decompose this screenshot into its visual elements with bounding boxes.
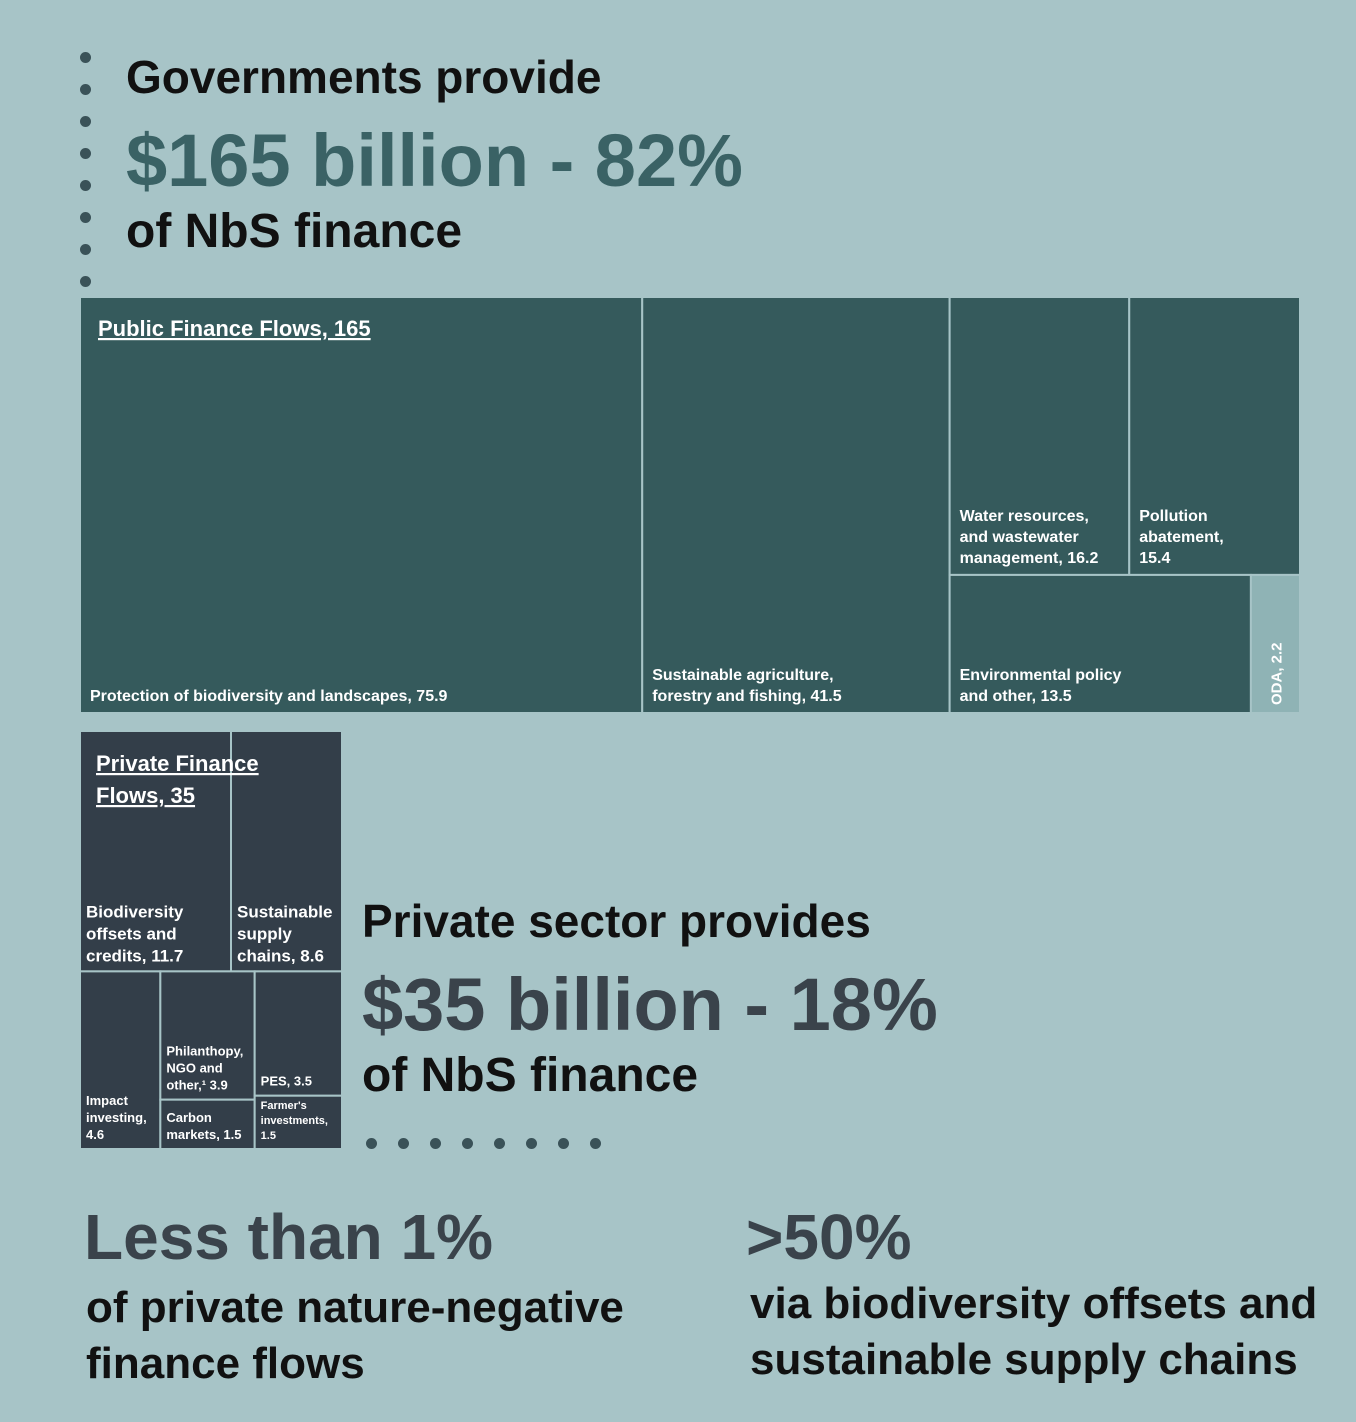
vertical-dotted-divider [80,52,92,292]
divider-dot [366,1138,377,1149]
treemap-cell-biodiversity-offsets-and-credits [79,730,233,973]
treemap-label-pollution-abatement: Pollution abatement, 15.4 [1139,508,1223,567]
treemap-cell-oda [1249,573,1302,715]
treemap-cell-environmental-policy-and-other [948,573,1252,715]
divider-dot [558,1138,569,1149]
divider-dot [494,1138,505,1149]
bottom-left-line-1: of private nature-negative [86,1283,624,1332]
divider-dot [80,148,91,159]
horizontal-dotted-divider [366,1138,606,1152]
treemap-label-water-resources-and-wastewater-management: Water resources, and wastewater management… [960,508,1099,567]
bottom-right-line-1: via biodiversity offsets and [750,1279,1318,1328]
divider-dot [526,1138,537,1149]
divider-dot [80,180,91,191]
treemap-label-environmental-policy-and-other: Environmental policy and other, 13.5 [960,667,1122,705]
treemap-cell-impact-investing [79,970,162,1150]
divider-dot [80,52,91,63]
divider-dot [80,116,91,127]
treemap-cell-sustainable-supply-chains [230,730,343,973]
treemap-cell-carbon-markets [159,1098,256,1151]
treemap-cell-sustainable-agriculture-forestry-and-fishing [641,296,951,714]
treemap-label-carbon-markets: Carbon markets, 1.5 [166,1110,241,1142]
treemap-label-biodiversity-offsets-and-credits: Biodiversity offsets and credits, 11.7 [86,902,184,965]
treemap-cell-pes [253,970,344,1097]
private-header-lead: Private sector provides [362,895,871,947]
public-finance-flows-title: Public Finance Flows, 165 [98,316,371,341]
treemap-cell-protection-of-biodiversity-and-landscapes [79,296,644,714]
divider-dot [80,244,91,255]
divider-dot [590,1138,601,1149]
divider-dot [398,1138,409,1149]
bottom-right-description: via biodiversity offsets and sustainable… [750,1276,1317,1388]
treemap-label-farmer-s-investments: Farmer's investments, 1.5 [261,1100,328,1142]
bottom-left-stat: Less than 1% [84,1201,494,1273]
bottom-right-line-2: sustainable supply chains [750,1335,1298,1384]
treemap-label-philanthopy-ngo-and-other: Philanthopy, NGO and other,¹ 3.9 [166,1044,243,1093]
treemap-label-sustainable-supply-chains: Sustainable supply chains, 8.6 [237,902,332,965]
treemap-label-protection-of-biodiversity-and-landscapes: Protection of biodiversity and landscape… [90,688,448,705]
public-header-sub: of NbS finance [126,205,463,258]
divider-dot [80,84,91,95]
public-header-lead: Governments provide [126,51,602,103]
bottom-left-description: of private nature-negative finance flows [86,1280,624,1392]
public-header-amount: $165 billion - 82% [126,119,743,202]
divider-dot [80,212,91,223]
treemap-label-impact-investing: Impact investing, 4.6 [86,1093,147,1142]
treemap-label-pes: PES, 3.5 [261,1074,312,1089]
treemap-cell-farmer-s-investments [253,1094,344,1150]
divider-dot [430,1138,441,1149]
private-header-sub: of NbS finance [362,1049,699,1102]
treemap-label-sustainable-agriculture-forestry-and-fishing: Sustainable agriculture, forestry and fis… [652,667,841,705]
divider-dot [80,276,91,287]
private-header-amount: $35 billion - 18% [362,963,938,1046]
bottom-right-stat: >50% [746,1201,912,1273]
treemap-cell-philanthopy-ngo-and-other [159,970,256,1101]
treemap-label-oda: ODA, 2.2 [1268,642,1285,705]
divider-dot [462,1138,473,1149]
private-finance-flows-title: Private Finance Flows, 35 [96,751,259,808]
bottom-left-line-2: finance flows [86,1339,365,1388]
